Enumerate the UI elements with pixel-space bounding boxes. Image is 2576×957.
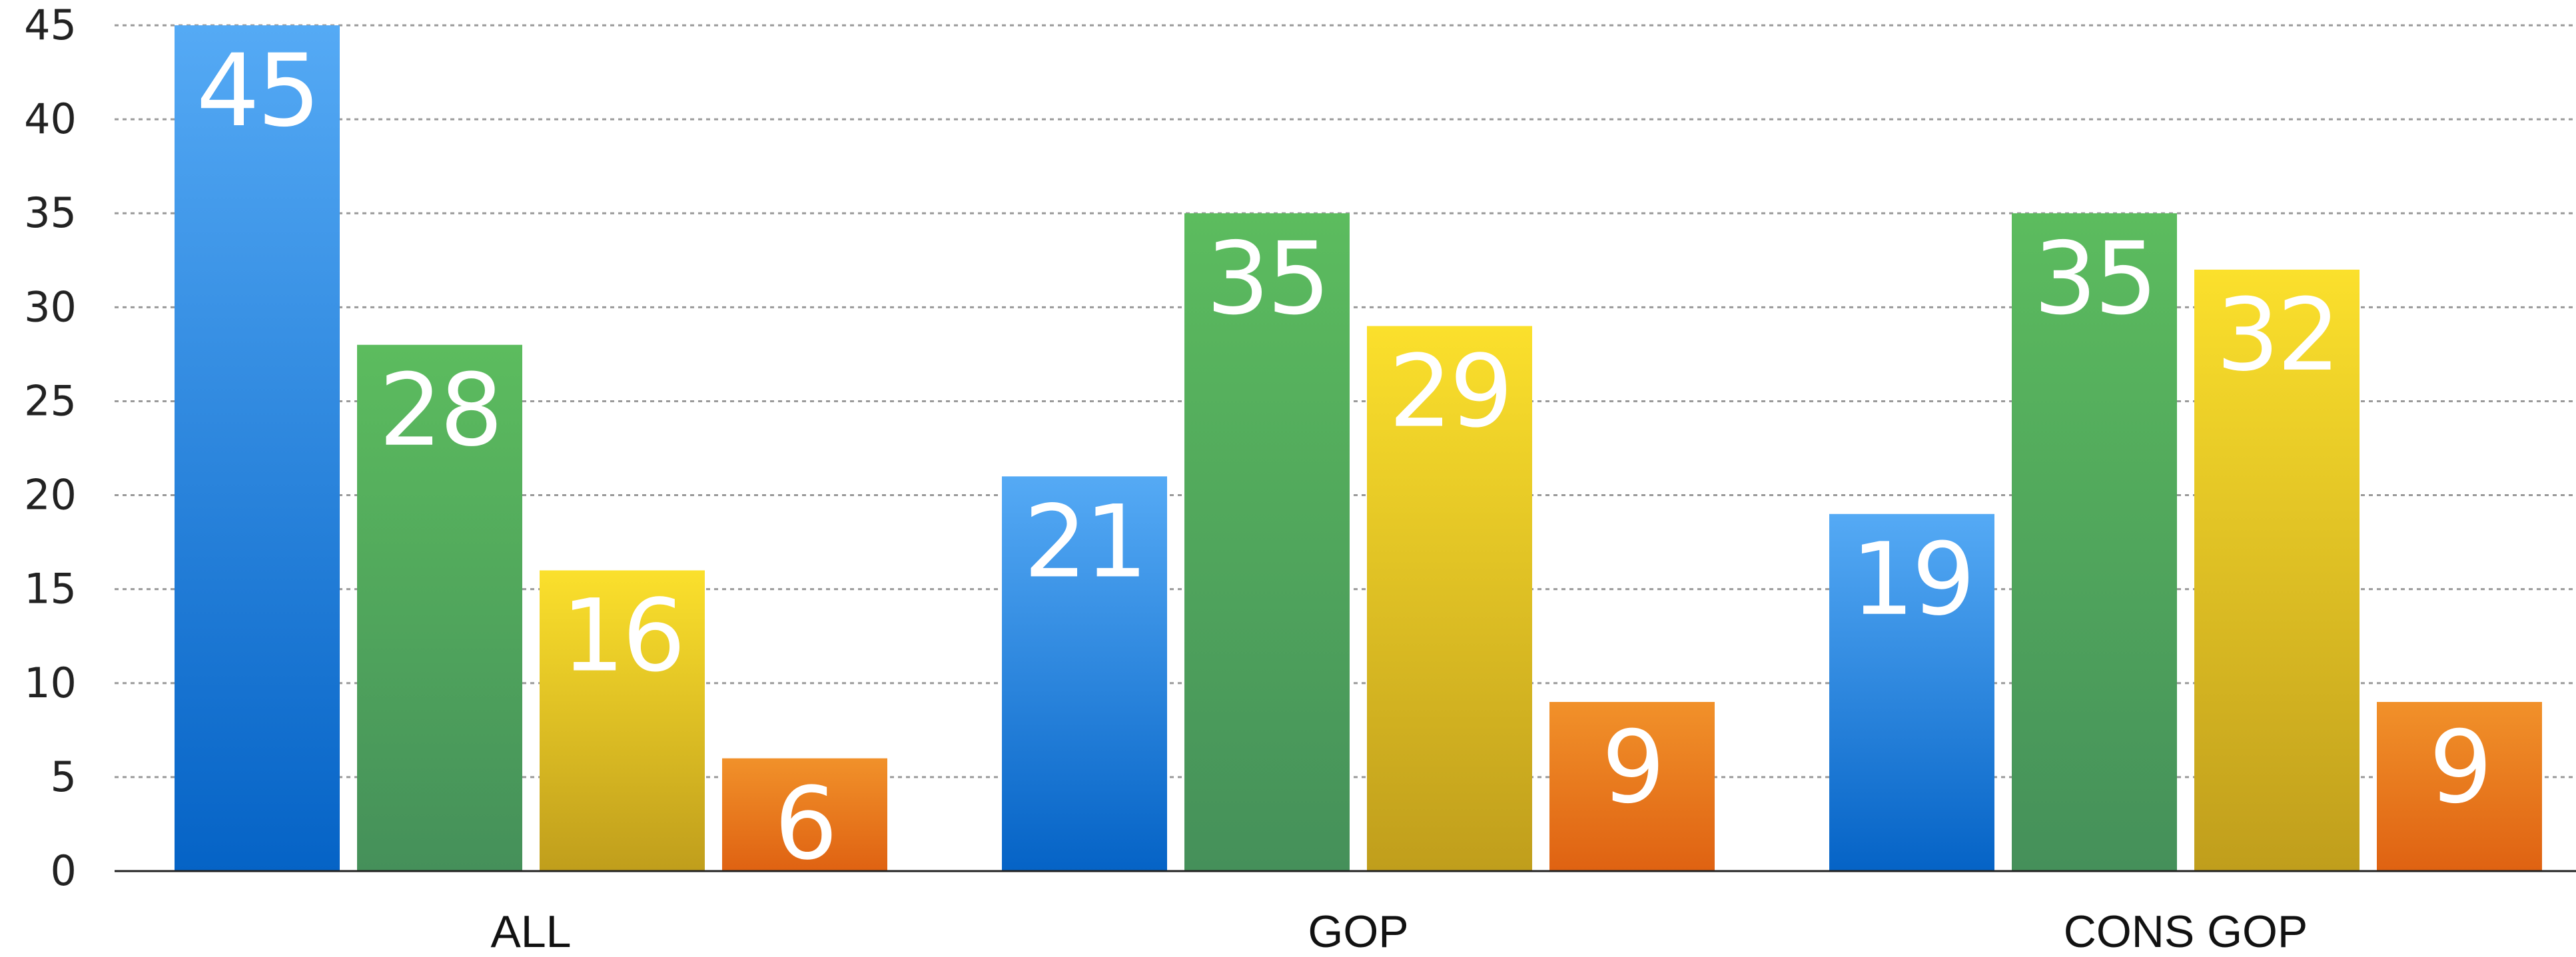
data-label: 9 (1601, 710, 1662, 826)
y-tick-label: 10 (24, 659, 77, 707)
y-tick-label: 45 (24, 1, 77, 49)
data-label: 19 (1851, 522, 1973, 638)
y-axis-ticks: 0 5 10 15 20 25 30 35 40 45 (24, 1, 77, 895)
gridlines (115, 24, 2576, 779)
data-label: 29 (1389, 334, 1511, 450)
y-tick-label: 25 (24, 376, 77, 425)
y-tick-label: 15 (24, 565, 77, 613)
x-axis-ticks: ALL GOP CONS GOP (491, 906, 2308, 957)
y-tick-label: 0 (51, 846, 77, 895)
x-tick-label: GOP (1308, 906, 1408, 957)
data-label: 6 (774, 767, 835, 882)
data-label: 32 (2216, 278, 2338, 394)
data-label: 28 (379, 353, 501, 469)
data-label: 35 (1206, 221, 1328, 337)
bar (2194, 269, 2360, 871)
bar (1367, 326, 1532, 871)
y-tick-label: 20 (24, 471, 77, 519)
bar (175, 25, 340, 871)
x-tick-label: CONS GOP (2064, 906, 2308, 957)
data-label: 21 (1024, 484, 1146, 600)
bar (2377, 702, 2542, 871)
y-tick-label: 30 (24, 282, 77, 331)
bar (1549, 702, 1715, 871)
bar (1829, 513, 1994, 871)
bar (1002, 476, 1167, 871)
y-tick-label: 35 (24, 188, 77, 237)
bar (2012, 213, 2177, 871)
x-tick-label: ALL (491, 906, 572, 957)
bar (357, 344, 522, 871)
data-label: 16 (562, 578, 683, 694)
bar (1184, 213, 1350, 871)
data-label: 35 (2034, 221, 2156, 337)
bar (722, 758, 887, 871)
bars (175, 25, 2542, 871)
y-tick-label: 5 (51, 753, 77, 801)
data-label: 45 (197, 33, 318, 149)
data-label: 9 (2429, 710, 2489, 826)
y-tick-label: 40 (24, 95, 77, 143)
data-labels: 45 28 16 6 21 35 29 9 19 35 32 9 (197, 33, 2493, 882)
bar (540, 570, 705, 871)
